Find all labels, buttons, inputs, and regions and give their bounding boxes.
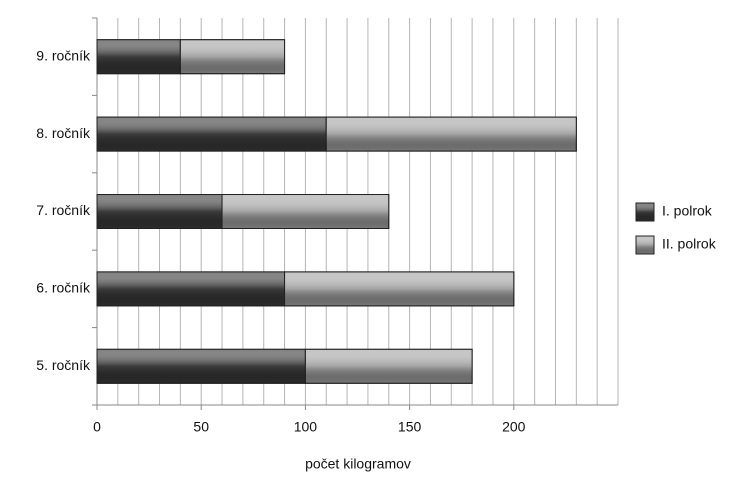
y-tick-label: 9. ročník <box>36 47 91 63</box>
bar-shade <box>96 348 306 384</box>
y-tick-label: 5. ročník <box>36 357 91 373</box>
legend-label: II. polrok <box>662 236 717 252</box>
bar-shade <box>96 116 327 152</box>
bar-shade <box>221 194 390 229</box>
y-tick-label: 7. ročník <box>36 202 91 218</box>
legend-swatch-shade <box>635 235 655 255</box>
y-tick-label: 8. ročník <box>36 125 91 141</box>
bar-shade <box>325 116 577 152</box>
x-tick-label: 150 <box>398 419 422 435</box>
bar-shade <box>96 271 286 307</box>
legend-swatch-shade <box>635 202 655 222</box>
x-tick-label: 50 <box>193 419 209 435</box>
x-tick-label: 100 <box>294 419 318 435</box>
bar-shade <box>179 39 286 75</box>
bar-shade <box>284 271 515 307</box>
y-tick-label: 6. ročník <box>36 280 91 296</box>
bar-shade <box>96 194 223 229</box>
x-axis-label: počet kilogramov <box>305 456 411 472</box>
x-tick-label: 200 <box>502 419 526 435</box>
bar-shade <box>304 348 473 384</box>
legend-label: I. polrok <box>662 203 713 219</box>
bar-shade <box>96 39 181 75</box>
x-tick-label: 0 <box>93 419 101 435</box>
